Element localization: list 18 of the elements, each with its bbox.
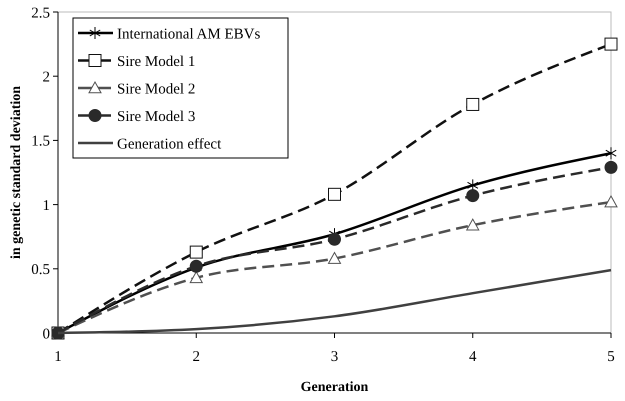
x-tick-label: 2: [192, 349, 200, 365]
legend-label: Generation effect: [117, 136, 222, 152]
y-tick-label: 1.5: [31, 134, 50, 150]
legend-label: International AM EBVs: [117, 26, 260, 42]
y-tick-label: 2.5: [31, 5, 50, 22]
x-tick-label: 5: [607, 349, 615, 365]
legend-label: Sire Model 2: [117, 81, 196, 98]
legend-label: Sire Model 3: [117, 108, 196, 125]
x-tick-label: 3: [330, 349, 338, 365]
x-tick-label: 1: [54, 349, 62, 365]
x-tick-label: 4: [469, 349, 477, 365]
y-axis-title: in genetic standard deviation: [9, 86, 24, 260]
x-axis-title: Generation: [300, 380, 369, 395]
y-tick-label: 0: [42, 326, 50, 342]
y-tick-label: 0.5: [31, 262, 50, 278]
y-tick-label: 2: [42, 69, 50, 86]
y-tick-label: 1: [42, 198, 50, 214]
legend-label: Sire Model 1: [117, 54, 196, 70]
